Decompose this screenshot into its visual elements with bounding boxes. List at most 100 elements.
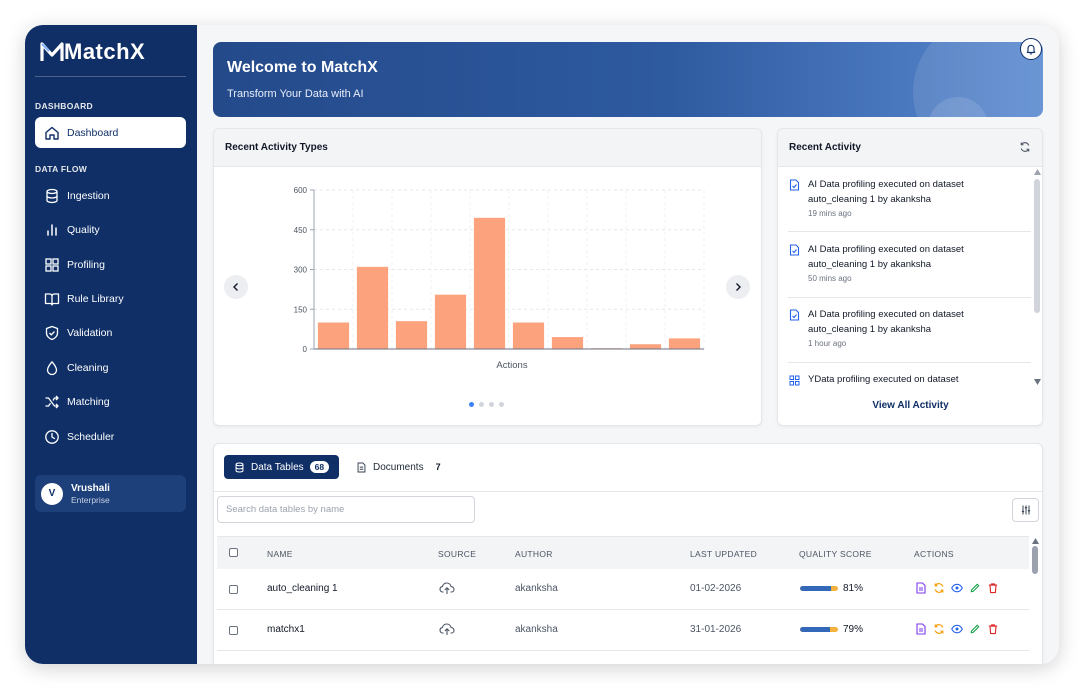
database-icon: [43, 187, 61, 205]
row-checkbox[interactable]: [229, 585, 238, 594]
sidebar-item-profiling[interactable]: Profiling: [35, 249, 186, 280]
sliders-icon: [1021, 505, 1030, 515]
activity-types-title: Recent Activity Types: [214, 129, 761, 167]
pagination-dot[interactable]: [479, 402, 484, 407]
bar: [629, 344, 662, 349]
eye-icon[interactable]: [951, 581, 963, 599]
sidebar-item-rule-library[interactable]: Rule Library: [35, 283, 186, 314]
table-name[interactable]: auto_cleaning 1: [267, 583, 338, 594]
table-row[interactable]: matchx1 akanksha 31-01-2026 79%: [217, 610, 1029, 651]
activity-line: YData profiling executed on dataset: [808, 374, 959, 385]
activity-item[interactable]: AI Data profiling executed on dataset aut…: [788, 298, 1031, 363]
activity-item[interactable]: YData profiling executed on dataset: [788, 363, 1031, 387]
scroll-down-icon[interactable]: [1034, 379, 1041, 385]
report-icon[interactable]: [915, 622, 927, 640]
edit-icon[interactable]: [969, 622, 981, 640]
column-header[interactable]: SOURCE: [438, 549, 477, 559]
select-all-checkbox[interactable]: [229, 548, 238, 557]
chevron-right-icon: [736, 283, 741, 291]
bar: [473, 217, 506, 349]
refresh-icon[interactable]: [933, 581, 945, 599]
trash-icon[interactable]: [987, 622, 999, 640]
bar: [395, 321, 428, 349]
file-check-icon: [789, 178, 800, 196]
search-input[interactable]: [217, 496, 475, 523]
table-header: NAME SOURCE AUTHOR LAST UPDATED QUALITY …: [217, 536, 1029, 569]
section-label-dashboard: DASHBOARD: [35, 101, 93, 111]
activity-item[interactable]: AI Data profiling executed on dataset aut…: [788, 233, 1031, 298]
refresh-icon[interactable]: [933, 622, 945, 640]
y-tick-label: 450: [294, 226, 308, 235]
table-name[interactable]: matchx1: [267, 624, 305, 635]
sidebar-item-label: Matching: [67, 395, 110, 408]
droplet-icon: [43, 359, 61, 377]
user-name: Vrushali: [71, 482, 110, 494]
sidebar-item-dashboard[interactable]: Dashboard: [35, 117, 186, 148]
pagination-dot[interactable]: [469, 402, 474, 407]
welcome-banner: Welcome to MatchX Transform Your Data wi…: [213, 42, 1043, 117]
tab-data-tables[interactable]: Data Tables 68: [224, 455, 340, 479]
logo-divider: [35, 76, 186, 77]
table-updated: 01-02-2026: [690, 583, 742, 594]
clock-icon: [43, 428, 61, 446]
row-checkbox[interactable]: [229, 626, 238, 635]
table-scrollbar[interactable]: [1032, 546, 1038, 574]
activity-item[interactable]: AI Data profiling executed on dataset aut…: [788, 168, 1031, 232]
column-header[interactable]: AUTHOR: [515, 549, 553, 559]
trash-icon[interactable]: [987, 581, 999, 599]
notifications-button[interactable]: [1020, 38, 1042, 60]
table-author: akanksha: [515, 624, 558, 635]
view-all-activity-link[interactable]: View All Activity: [872, 400, 949, 411]
document-icon: [357, 462, 366, 472]
activity-types-card: Recent Activity Types 0 150 300 450 600 Actio…: [213, 128, 762, 426]
avatar: V: [41, 482, 63, 505]
sidebar-item-scheduler[interactable]: Scheduler: [35, 421, 186, 452]
refresh-button[interactable]: [1019, 141, 1031, 156]
chevron-left-icon: [233, 283, 238, 291]
bar: [551, 337, 584, 349]
table-row[interactable]: auto_cleaning 1 akanksha 01-02-2026 81%: [217, 569, 1029, 610]
activity-types-chart: 0 150 300 450 600 Actions: [294, 186, 705, 371]
edit-icon[interactable]: [969, 581, 981, 599]
quality-score-fill: [800, 586, 831, 591]
sidebar: MatchX DASHBOARD Dashboard DATA FLOW Ing…: [25, 25, 197, 664]
sidebar-item-matching[interactable]: Matching: [35, 386, 186, 417]
eye-icon[interactable]: [951, 622, 963, 640]
refresh-icon: [1020, 142, 1030, 152]
banner-decoration: [928, 97, 988, 117]
column-header[interactable]: LAST UPDATED: [690, 549, 758, 559]
divider: [214, 491, 1042, 492]
sidebar-item-cleaning[interactable]: Cleaning: [35, 352, 186, 383]
sidebar-item-validation[interactable]: Validation: [35, 317, 186, 348]
activity-line: AI Data profiling executed on dataset: [808, 179, 964, 190]
tab-documents[interactable]: Documents 7: [356, 455, 441, 479]
activity-time: 50 mins ago: [808, 274, 852, 283]
sidebar-item-label: Rule Library: [67, 292, 124, 305]
activity-line: auto_cleaning 1 by akanksha: [808, 193, 932, 205]
column-header[interactable]: NAME: [267, 549, 293, 559]
sidebar-item-ingestion[interactable]: Ingestion: [35, 180, 186, 211]
row-actions: [915, 622, 999, 640]
app-name: MatchX: [64, 39, 146, 64]
file-check-icon: [789, 243, 800, 261]
pagination-dot[interactable]: [499, 402, 504, 407]
column-header[interactable]: QUALITY SCORE: [799, 549, 872, 559]
recent-activity-card: Recent Activity AI Data profiling execut…: [777, 128, 1043, 426]
chart-prev-button[interactable]: [224, 275, 248, 299]
tab-count-badge: 68: [309, 461, 330, 473]
app-frame: MatchX DASHBOARD Dashboard DATA FLOW Ing…: [25, 25, 1059, 664]
activity-scrollbar[interactable]: [1034, 179, 1040, 313]
bell-icon: [1026, 44, 1036, 55]
pagination-dot[interactable]: [489, 402, 494, 407]
y-tick-label: 300: [294, 266, 308, 275]
report-icon[interactable]: [915, 581, 927, 599]
scroll-up-icon[interactable]: [1032, 538, 1039, 544]
filter-button[interactable]: [1012, 498, 1039, 522]
file-check-icon: [789, 308, 800, 326]
chart-next-button[interactable]: [726, 275, 750, 299]
sidebar-item-quality[interactable]: Quality: [35, 214, 186, 245]
scroll-up-icon[interactable]: [1034, 169, 1041, 175]
user-card[interactable]: V Vrushali Enterprise: [35, 475, 186, 512]
home-icon: [43, 124, 61, 142]
activity-time: 1 hour ago: [808, 339, 847, 348]
